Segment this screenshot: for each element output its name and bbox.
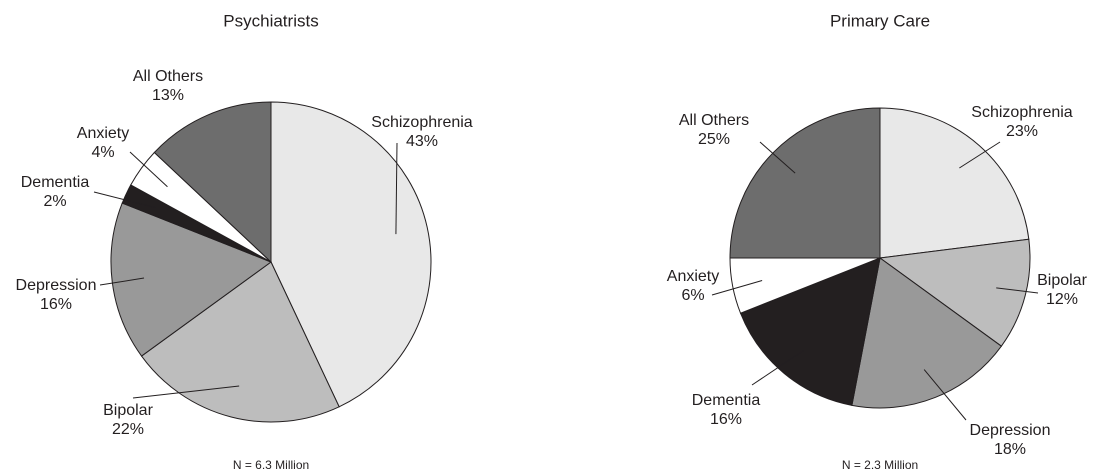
- slice-label: All Others: [133, 68, 203, 85]
- slice-label: Anxiety: [667, 268, 719, 285]
- slice-value-label: 23%: [1006, 123, 1038, 140]
- slice-value-label: 16%: [40, 296, 72, 313]
- leader-line: [132, 385, 240, 399]
- leader-line: [996, 287, 1039, 294]
- chart-title: Psychiatrists: [223, 11, 318, 30]
- slice-label: Bipolar: [103, 402, 153, 419]
- slice-value-label: 16%: [710, 411, 742, 428]
- slice-value-label: 18%: [994, 441, 1026, 458]
- pie-slice: [140, 261, 340, 423]
- slice-label: Anxiety: [77, 125, 129, 142]
- pie-slice: [270, 101, 432, 408]
- slice-value-label: 43%: [406, 133, 438, 150]
- leader-line: [923, 369, 967, 421]
- leader-line: [129, 151, 168, 188]
- pie-slice: [729, 107, 881, 259]
- leader-line: [711, 280, 763, 296]
- slice-label: Schizophrenia: [971, 104, 1073, 121]
- slice-value-label: 4%: [91, 144, 114, 161]
- chart-note: N = 6.3 Million: [233, 458, 309, 472]
- slice-label: All Others: [679, 112, 749, 129]
- slice-label: Bipolar: [1037, 272, 1087, 289]
- slice-label: Depression: [16, 277, 97, 294]
- slice-value-label: 2%: [43, 193, 66, 210]
- chart-title: Primary Care: [830, 11, 930, 30]
- slice-value-label: 6%: [681, 287, 704, 304]
- slice-value-label: 22%: [112, 421, 144, 438]
- chart-note: N = 2.3 Million: [842, 458, 918, 472]
- slice-value-label: 13%: [152, 87, 184, 104]
- slice-label: Depression: [970, 422, 1051, 439]
- pie-slice: [851, 257, 1003, 409]
- pie-slice: [878, 238, 1031, 347]
- slice-value-label: 25%: [698, 131, 730, 148]
- leader-line: [751, 350, 804, 386]
- leader-line: [759, 141, 796, 174]
- pie-slice: [110, 202, 273, 357]
- leader-line: [99, 277, 145, 286]
- slice-label: Dementia: [692, 392, 761, 409]
- pie-slice: [153, 101, 272, 264]
- leader-line: [959, 141, 1001, 169]
- slice-label: Dementia: [21, 174, 90, 191]
- slice-label: Schizophrenia: [371, 114, 473, 131]
- pie-slice: [879, 107, 1030, 259]
- pie-slice: [739, 257, 881, 406]
- leader-line: [93, 191, 156, 208]
- leader-line: [395, 142, 398, 235]
- slice-value-label: 12%: [1046, 291, 1078, 308]
